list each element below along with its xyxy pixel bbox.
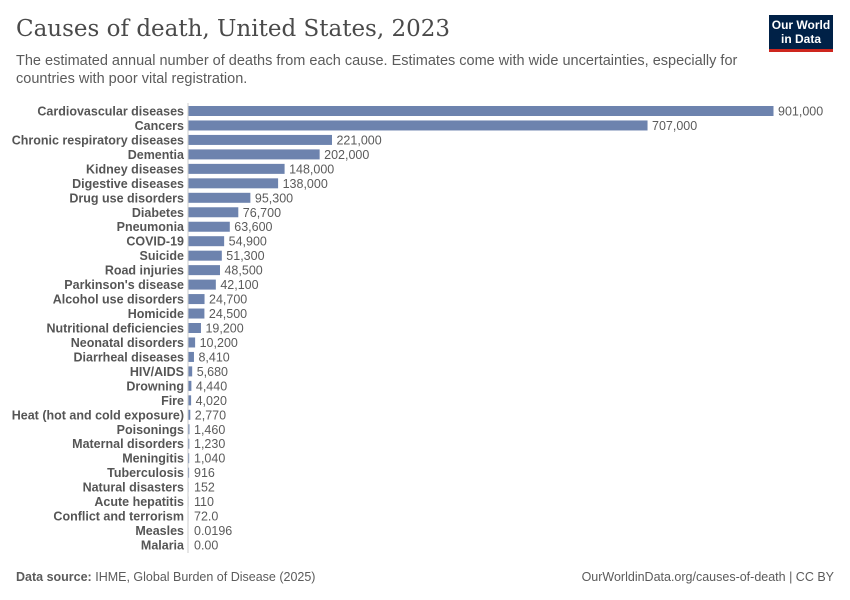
value-label: 148,000 <box>289 162 334 176</box>
value-label: 916 <box>194 466 215 480</box>
category-label: Kidney diseases <box>86 162 184 176</box>
bar[interactable] <box>188 366 193 377</box>
category-label: Neonatal disorders <box>71 336 184 350</box>
bar[interactable] <box>188 351 194 362</box>
category-label: Dementia <box>128 148 185 162</box>
value-label: 5,680 <box>197 365 228 379</box>
category-label: Road injuries <box>105 264 184 278</box>
value-label: 72.0 <box>194 510 218 524</box>
value-label: 10,200 <box>200 336 238 350</box>
chart-title: Causes of death, United States, 2023 <box>16 16 451 42</box>
category-label: Malaria <box>141 539 185 553</box>
category-label: Conflict and terrorism <box>53 510 184 524</box>
category-label: Suicide <box>140 249 185 263</box>
value-label: 2,770 <box>195 408 226 422</box>
category-label: Nutritional deficiencies <box>46 322 184 336</box>
bar[interactable] <box>188 149 320 160</box>
value-label: 0.00 <box>194 539 218 553</box>
category-label: HIV/AIDS <box>130 365 184 379</box>
value-label: 202,000 <box>324 148 369 162</box>
bar[interactable] <box>188 178 279 189</box>
bar[interactable] <box>188 467 190 478</box>
value-label: 42,100 <box>220 278 258 292</box>
bar[interactable] <box>188 265 220 276</box>
category-label: Pneumonia <box>117 220 185 234</box>
bar[interactable] <box>188 192 251 203</box>
value-label: 901,000 <box>778 105 823 119</box>
bar[interactable] <box>188 236 225 247</box>
category-label: Parkinson's disease <box>64 278 184 292</box>
category-label: Heat (hot and cold exposure) <box>12 408 184 422</box>
category-label: Maternal disorders <box>72 437 184 451</box>
category-label: Drowning <box>126 379 184 393</box>
value-label: 1,230 <box>194 437 225 451</box>
category-label: Diarrheal diseases <box>74 350 185 364</box>
value-label: 76,700 <box>243 206 281 220</box>
bar[interactable] <box>188 380 192 391</box>
category-label: Cancers <box>135 119 184 133</box>
category-label: Chronic respiratory diseases <box>12 133 184 147</box>
bar[interactable] <box>188 279 216 290</box>
category-label: Homicide <box>128 307 184 321</box>
category-label: COVID-19 <box>126 235 184 249</box>
category-label: Digestive diseases <box>72 177 184 191</box>
source-label: Data source: <box>16 570 92 584</box>
bar[interactable] <box>188 308 205 319</box>
bar[interactable] <box>188 438 190 449</box>
value-label: 152 <box>194 481 215 495</box>
bar[interactable] <box>188 424 190 435</box>
chart-subtitle: The estimated annual number of deaths fr… <box>16 53 738 87</box>
category-label: Fire <box>161 394 184 408</box>
value-label: 24,700 <box>209 293 247 307</box>
bar[interactable] <box>188 106 774 116</box>
value-label: 4,020 <box>196 394 227 408</box>
bar[interactable] <box>188 294 205 305</box>
value-label: 4,440 <box>196 379 227 393</box>
value-label: 54,900 <box>229 235 267 249</box>
bar[interactable] <box>188 134 332 145</box>
bar[interactable] <box>188 207 239 218</box>
category-label: Drug use disorders <box>69 191 184 205</box>
value-label: 24,500 <box>209 307 247 321</box>
category-label: Poisonings <box>117 423 184 437</box>
value-label: 8,410 <box>198 350 229 364</box>
source-text[interactable]: IHME, Global Burden of Disease (2025) <box>95 570 316 584</box>
category-label: Diabetes <box>132 206 184 220</box>
bar[interactable] <box>188 120 648 131</box>
footer-url[interactable]: OurWorldinData.org/causes-of-death | CC … <box>581 570 834 584</box>
value-label: 95,300 <box>255 191 293 205</box>
category-label: Tuberculosis <box>107 466 184 480</box>
category-label: Measles <box>135 524 184 538</box>
bar[interactable] <box>188 395 192 406</box>
value-label: 19,200 <box>205 322 243 336</box>
value-label: 110 <box>194 495 214 509</box>
bar[interactable] <box>188 337 196 348</box>
bar[interactable] <box>188 250 222 261</box>
bar[interactable] <box>188 409 191 420</box>
category-label: Cardiovascular diseases <box>37 105 184 119</box>
value-label: 138,000 <box>283 177 328 191</box>
category-label: Alcohol use disorders <box>53 293 184 307</box>
bar[interactable] <box>188 323 201 333</box>
bar[interactable] <box>188 453 190 464</box>
owid-logo[interactable]: Our World in Data <box>769 15 833 52</box>
value-label: 707,000 <box>652 119 697 133</box>
value-label: 1,460 <box>194 423 225 437</box>
data-source: Data source: IHME, Global Burden of Dise… <box>16 570 315 584</box>
category-label: Meningitis <box>122 452 184 466</box>
value-label: 51,300 <box>226 249 264 263</box>
value-label: 221,000 <box>336 133 381 147</box>
value-label: 48,500 <box>224 264 262 278</box>
bar[interactable] <box>188 221 230 232</box>
value-label: 63,600 <box>234 220 272 234</box>
category-label: Acute hepatitis <box>94 495 184 509</box>
bar[interactable] <box>188 163 285 174</box>
value-label: 0.0196 <box>194 524 232 538</box>
category-label: Natural disasters <box>83 481 184 495</box>
value-label: 1,040 <box>194 452 225 466</box>
